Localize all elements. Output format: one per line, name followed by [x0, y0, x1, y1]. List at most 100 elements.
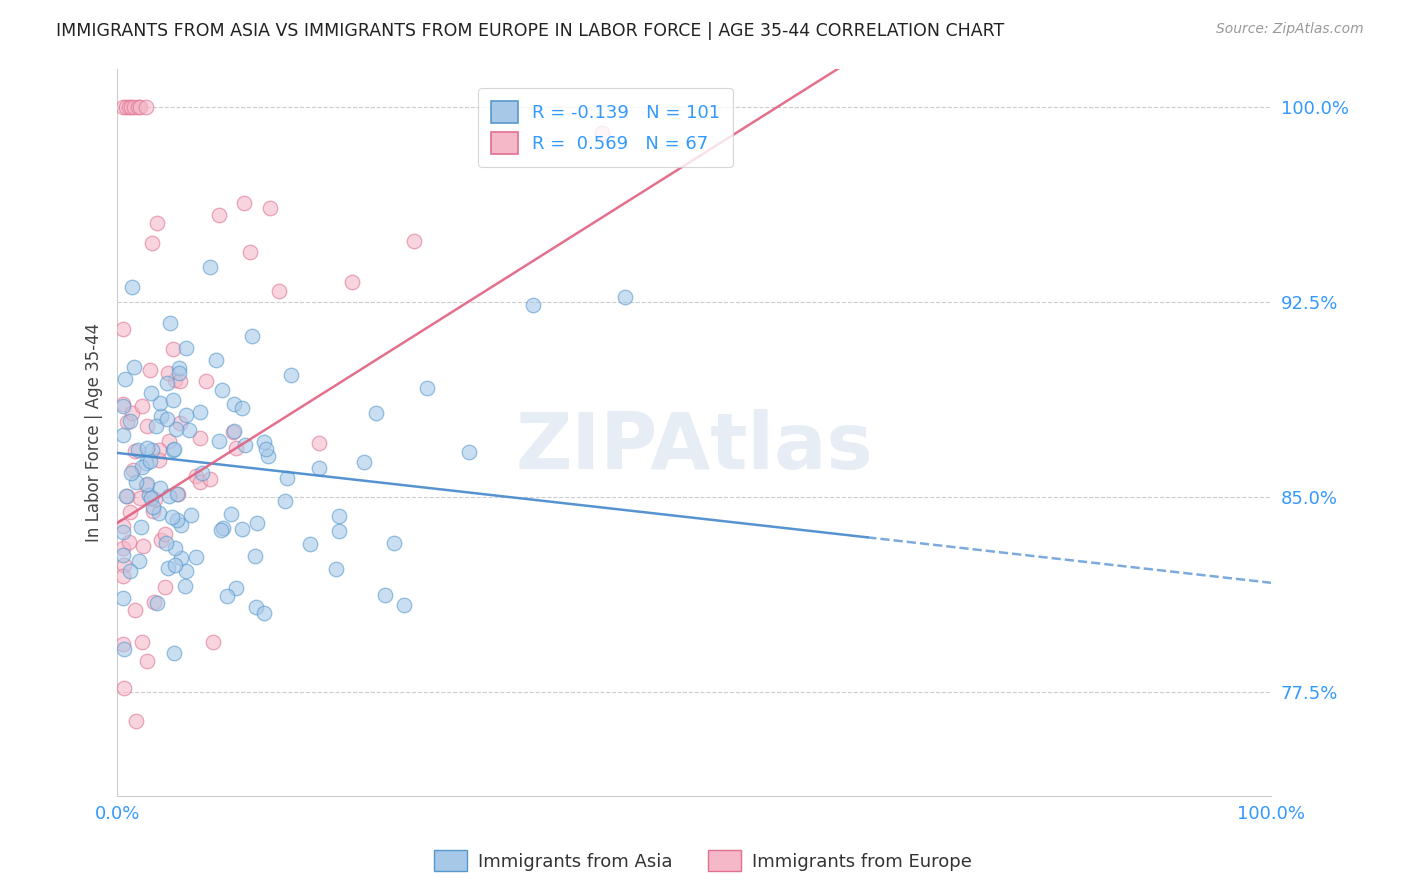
Point: [167, 366, 190, 380]
Point: [458, 445, 481, 459]
Point: [328, 524, 350, 538]
Point: [157, 434, 180, 448]
Point: [124, 100, 146, 114]
Point: [276, 470, 298, 484]
Point: [125, 714, 148, 729]
Point: [231, 522, 253, 536]
Point: [162, 393, 184, 408]
Point: [240, 328, 263, 343]
Point: [111, 322, 134, 336]
Point: [135, 100, 157, 114]
Point: [135, 654, 157, 668]
Point: [132, 539, 155, 553]
Point: [209, 523, 232, 537]
Point: [246, 516, 269, 530]
Point: [131, 459, 153, 474]
Point: [184, 549, 207, 564]
Text: ZIPAtlas: ZIPAtlas: [516, 409, 873, 484]
Point: [142, 500, 165, 514]
Point: [253, 434, 276, 449]
Point: [274, 494, 297, 508]
Point: [118, 535, 141, 549]
Point: [202, 635, 225, 649]
Point: [325, 562, 347, 576]
Point: [111, 569, 134, 583]
Point: [136, 477, 159, 491]
Point: [150, 409, 173, 424]
Point: [135, 418, 157, 433]
Point: [153, 527, 176, 541]
Point: [112, 549, 135, 563]
Point: [269, 285, 291, 299]
Point: [129, 491, 152, 506]
Point: [148, 442, 170, 457]
Point: [149, 396, 172, 410]
Point: [143, 491, 166, 506]
Point: [112, 642, 135, 657]
Point: [156, 366, 179, 380]
Point: [162, 443, 184, 458]
Point: [298, 537, 321, 551]
Point: [211, 383, 233, 397]
Point: [308, 461, 330, 475]
Point: [141, 443, 163, 458]
Point: [166, 486, 188, 500]
Point: [111, 397, 134, 411]
Legend: Immigrants from Asia, Immigrants from Europe: Immigrants from Asia, Immigrants from Eu…: [427, 843, 979, 879]
Point: [167, 487, 190, 501]
Text: IMMIGRANTS FROM ASIA VS IMMIGRANTS FROM EUROPE IN LABOR FORCE | AGE 35-44 CORREL: IMMIGRANTS FROM ASIA VS IMMIGRANTS FROM …: [56, 22, 1004, 40]
Point: [394, 598, 416, 612]
Point: [136, 441, 159, 455]
Point: [200, 472, 222, 486]
Point: [111, 428, 134, 442]
Point: [188, 405, 211, 419]
Point: [149, 481, 172, 495]
Point: [129, 100, 152, 114]
Point: [184, 468, 207, 483]
Point: [208, 434, 231, 448]
Point: [340, 275, 363, 289]
Point: [364, 406, 387, 420]
Point: [224, 397, 246, 411]
Point: [112, 681, 135, 695]
Point: [146, 217, 169, 231]
Point: [124, 602, 146, 616]
Point: [245, 600, 267, 615]
Point: [163, 646, 186, 660]
Point: [239, 244, 262, 259]
Point: [157, 489, 180, 503]
Point: [142, 503, 165, 517]
Point: [217, 589, 239, 603]
Point: [169, 360, 191, 375]
Point: [138, 362, 160, 376]
Point: [120, 414, 142, 428]
Point: [194, 375, 217, 389]
Point: [233, 438, 256, 452]
Point: [212, 520, 235, 534]
Point: [111, 399, 134, 413]
Point: [174, 564, 197, 578]
Point: [159, 316, 181, 330]
Point: [111, 636, 134, 650]
Point: [280, 368, 302, 382]
Point: [118, 100, 141, 114]
Point: [253, 606, 276, 620]
Point: [156, 376, 179, 391]
Point: [591, 127, 613, 141]
Point: [153, 580, 176, 594]
Point: [160, 509, 183, 524]
Point: [415, 381, 437, 395]
Point: [180, 508, 202, 522]
Point: [131, 635, 153, 649]
Point: [135, 456, 157, 470]
Point: [127, 100, 149, 114]
Point: [139, 453, 162, 467]
Point: [163, 558, 186, 572]
Point: [121, 280, 143, 294]
Y-axis label: In Labor Force | Age 35-44: In Labor Force | Age 35-44: [86, 323, 103, 541]
Point: [219, 507, 242, 521]
Point: [174, 341, 197, 355]
Point: [146, 596, 169, 610]
Point: [166, 512, 188, 526]
Point: [382, 536, 405, 550]
